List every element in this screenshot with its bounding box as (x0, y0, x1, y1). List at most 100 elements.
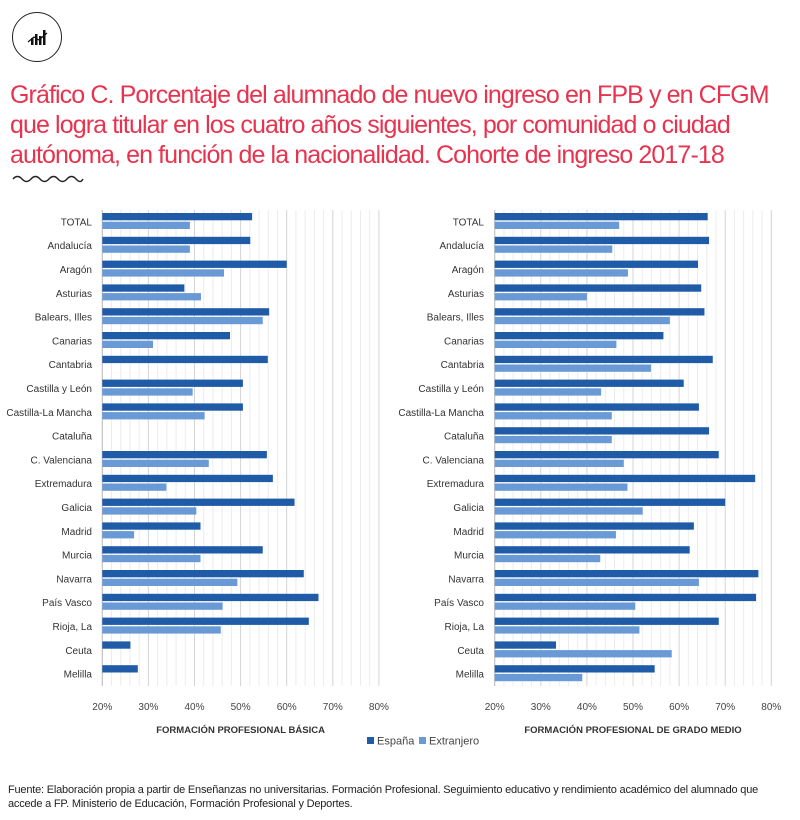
category-label: País Vasco (42, 598, 92, 609)
x-tick-label: 70% (323, 702, 343, 713)
category-label: Castilla-La Mancha (6, 408, 92, 419)
category-label: Melilla (456, 670, 485, 681)
category-label: Asturias (448, 289, 484, 300)
bar-extranjero (102, 412, 205, 420)
legend-swatch-espana (367, 737, 374, 744)
wave-divider (12, 175, 84, 183)
x-axis-title: FORMACIÓN PROFESIONAL BÁSICA (156, 724, 325, 736)
bar-espana (494, 665, 655, 673)
category-label: Castilla y León (418, 384, 484, 395)
bar-extranjero (494, 531, 616, 539)
bar-espana (102, 665, 138, 673)
bar-extranjero (102, 483, 167, 491)
category-label: Andalucía (48, 241, 93, 252)
bar-espana (494, 260, 699, 268)
x-tick-label: 60% (277, 702, 297, 713)
bar-extranjero (102, 340, 154, 348)
chart-title: Gráfico C. Porcentaje del alumnado de nu… (10, 81, 770, 169)
category-label: Murcia (62, 551, 92, 562)
bar-espana (494, 451, 719, 459)
category-label: Canarias (444, 336, 484, 347)
bar-extranjero (494, 602, 636, 610)
legend-label: España (377, 736, 415, 748)
bar-extranjero (494, 245, 613, 253)
bar-espana (494, 284, 702, 292)
bar-espana (494, 355, 713, 364)
bar-espana (102, 593, 319, 602)
bar-extranjero (494, 435, 612, 444)
category-label: Canarias (52, 336, 92, 347)
category-label: Navarra (448, 574, 484, 585)
bar-espana (494, 522, 694, 530)
bar-extranjero (494, 221, 620, 229)
bar-extranjero (102, 459, 209, 467)
bar-extranjero (494, 578, 699, 586)
bar-extranjero (494, 459, 624, 467)
category-label: Galicia (453, 503, 484, 514)
bar-espana (102, 451, 267, 459)
bar-espana (494, 308, 705, 316)
bar-espana (102, 213, 253, 221)
x-tick-label: 60% (669, 702, 689, 713)
bar-extranjero (494, 650, 672, 658)
x-tick-label: 50% (623, 702, 643, 713)
chart-bars-icon (27, 30, 48, 45)
bar-extranjero (494, 673, 583, 682)
bar-espana (102, 236, 251, 245)
bar-extranjero (102, 602, 223, 610)
bar-extranjero (494, 507, 643, 515)
category-label: Balears, Illes (35, 313, 92, 324)
bar-espana (102, 522, 201, 530)
bar-extranjero (102, 507, 197, 515)
bar-extranjero (494, 388, 602, 396)
bar-espana (494, 403, 699, 411)
bar-espana (494, 617, 719, 625)
bar-extranjero (494, 340, 617, 348)
bar-espana (494, 593, 757, 602)
bar-extranjero (102, 626, 221, 634)
category-label: País Vasco (434, 598, 484, 609)
bar-espana (494, 474, 756, 483)
bar-extranjero (494, 412, 612, 420)
category-label: Cantabria (441, 360, 485, 371)
bar-extranjero (494, 554, 601, 563)
bar-espana (494, 236, 710, 245)
bar-espana (102, 332, 230, 340)
bar-espana (102, 546, 263, 554)
bar-espana (494, 213, 708, 221)
bar-espana (494, 498, 726, 506)
chart-area: 20% 30% 40% 50% 60% 70% 80% FORMACIÓN PROFESION… (6, 210, 781, 748)
legend-label: Extranjero (429, 736, 479, 748)
category-label: Ceuta (457, 646, 484, 657)
category-label: Ceuta (65, 646, 92, 657)
category-label: TOTAL (453, 217, 485, 228)
x-tick-label: 80% (761, 702, 781, 713)
bar-extranjero (102, 316, 263, 325)
bar-extranjero (494, 269, 628, 277)
bar-extranjero (494, 293, 587, 301)
category-label: Asturias (56, 289, 92, 300)
bar-extranjero (102, 221, 190, 229)
category-label: TOTAL (61, 217, 93, 228)
bar-extranjero (102, 269, 225, 277)
bar-extranjero (102, 578, 238, 586)
x-tick-label: 70% (715, 702, 735, 713)
bar-espana (494, 570, 759, 578)
x-axis-title: FORMACIÓN PROFESIONAL DE GRADO MEDIO (524, 724, 741, 736)
bar-espana (102, 641, 131, 649)
category-label: Cataluña (444, 432, 484, 443)
category-label: Rioja, La (53, 622, 93, 633)
category-label: Cantabria (49, 360, 93, 371)
category-label: Galicia (61, 503, 92, 514)
bar-extranjero (102, 245, 190, 253)
bar-extranjero (102, 388, 193, 396)
category-label: Andalucía (440, 241, 485, 252)
category-label: Navarra (56, 574, 92, 585)
category-label: Castilla-La Mancha (398, 408, 484, 419)
category-label: C. Valenciana (422, 455, 484, 466)
category-label: Murcia (454, 551, 484, 562)
x-tick-label: 80% (369, 702, 389, 713)
category-label: Rioja, La (445, 622, 485, 633)
bar-extranjero (102, 531, 135, 539)
bar-espana (102, 498, 295, 506)
